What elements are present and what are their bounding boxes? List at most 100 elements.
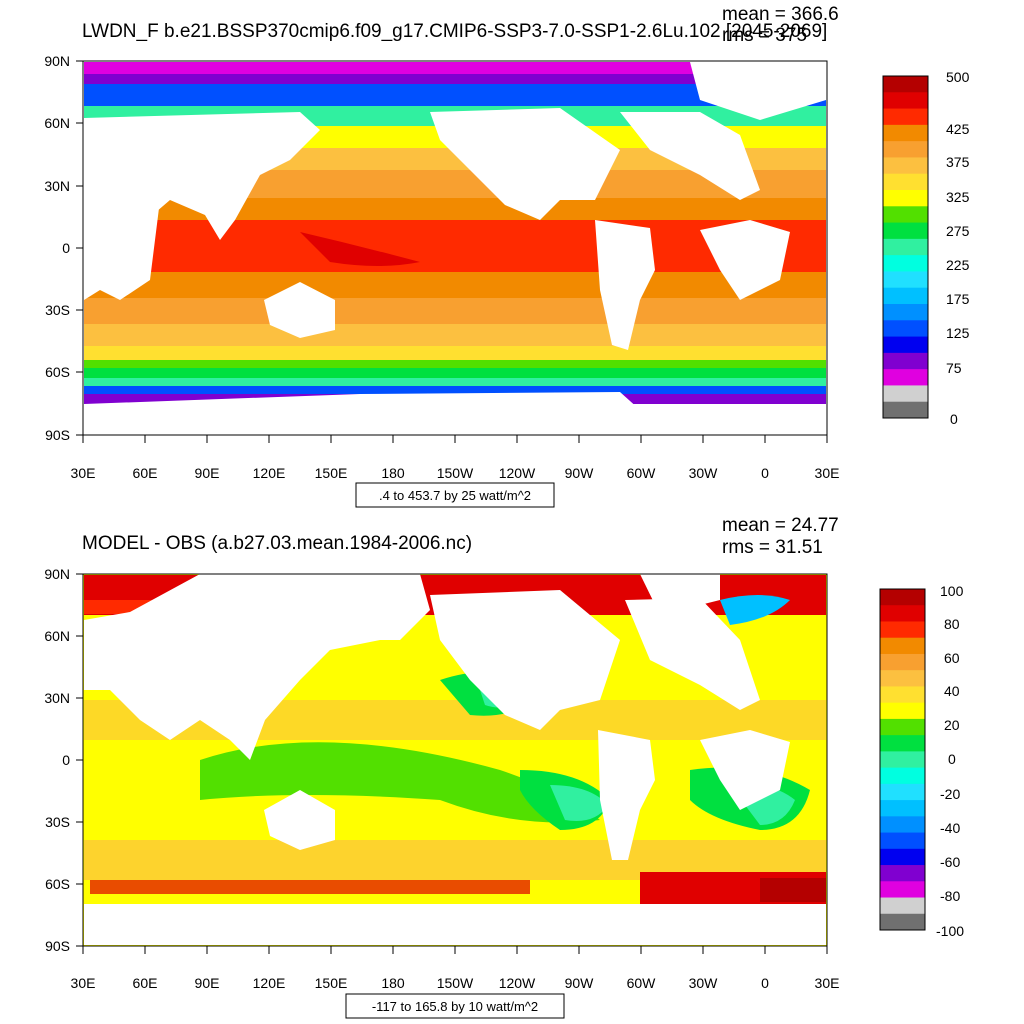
colorbar-swatch [880, 589, 925, 606]
lon-label: 90W [565, 975, 595, 991]
lat-label: 30S [45, 814, 70, 830]
colorbar-swatch [883, 190, 928, 207]
panel-2: MODEL - OBS (a.b27.03.mean.1984-2006.nc)… [44, 515, 964, 1019]
lat-label: 30S [45, 302, 70, 318]
lon-label: 30E [815, 975, 840, 991]
lat-label: 30N [44, 690, 70, 706]
colorbar-swatch [883, 255, 928, 272]
colorbar-swatch [883, 124, 928, 142]
colorbar-label: 225 [946, 257, 970, 273]
colorbar-swatch [880, 637, 925, 655]
lat-label: 60N [44, 628, 70, 644]
colorbar-swatch [883, 320, 928, 338]
panel-2-rms: rms = 31.51 [722, 537, 823, 558]
lat-label: 90S [45, 938, 70, 954]
colorbar-swatch [883, 336, 928, 354]
panel-1-lon-labels: 30E 60E 90E 120E 150E 180 150W 120W 90W … [71, 435, 840, 481]
colorbar-swatch [880, 767, 925, 785]
lon-label: 180 [381, 465, 405, 481]
colorbar-label: 75 [946, 360, 962, 376]
panel-2-range: -117 to 165.8 by 10 watt/m^2 [372, 999, 538, 1014]
panel-1-mean: mean = 366.6 [722, 4, 839, 25]
colorbar-swatch [883, 173, 928, 191]
colorbar-swatch [883, 238, 928, 256]
colorbar-swatch [883, 222, 928, 240]
lon-label: 180 [381, 975, 405, 991]
colorbar-label: 60 [944, 650, 960, 666]
lat-label: 60S [45, 364, 70, 380]
colorbar-label: 40 [944, 683, 960, 699]
panel-2-mean: mean = 24.77 [722, 515, 839, 536]
colorbar-swatch [880, 897, 925, 915]
lon-label: 60W [627, 465, 657, 481]
lon-label: 90E [195, 975, 220, 991]
lon-label: 60E [133, 975, 158, 991]
colorbar-swatch [880, 702, 925, 720]
colorbar-swatch [883, 157, 928, 175]
colorbar-swatch [883, 304, 928, 321]
colorbar-label: 0 [948, 751, 956, 767]
colorbar-swatch [883, 141, 928, 158]
colorbar-label: 325 [946, 189, 970, 205]
panel-2-map [82, 573, 828, 947]
panel-2-title: MODEL - OBS (a.b27.03.mean.1984-2006.nc) [82, 533, 472, 554]
lon-label: 30E [815, 465, 840, 481]
lon-label: 120W [499, 975, 536, 991]
lon-label: 0 [761, 975, 769, 991]
lon-label: 30W [689, 975, 719, 991]
colorbar-swatch [883, 76, 928, 93]
panel-1-map [82, 60, 828, 436]
colorbar-label: -100 [936, 923, 964, 939]
colorbar-label: -40 [940, 820, 960, 836]
colorbar-swatch [880, 832, 925, 850]
colorbar-swatch [883, 385, 928, 403]
lat-label: 0 [62, 240, 70, 256]
panel-2-range-box: -117 to 165.8 by 10 watt/m^2 [345, 993, 565, 1019]
colorbar-swatch [880, 848, 925, 866]
colorbar-label: 20 [944, 717, 960, 733]
colorbar-label: 80 [944, 616, 960, 632]
colorbar-label: 425 [946, 121, 970, 137]
lat-label: 90S [45, 427, 70, 443]
colorbar-swatch [880, 783, 925, 801]
colorbar-swatch [880, 718, 925, 736]
colorbar-swatch [883, 206, 928, 224]
lat-label: 90N [44, 53, 70, 69]
colorbar-swatch [880, 621, 925, 639]
lon-label: 90E [195, 465, 220, 481]
colorbar-swatch [883, 352, 928, 370]
colorbar-label: 275 [946, 223, 970, 239]
colorbar-swatch [880, 881, 925, 899]
colorbar-swatch [880, 800, 925, 817]
colorbar-label: 500 [946, 69, 970, 85]
lon-label: 30E [71, 975, 96, 991]
lon-label: 150E [315, 975, 348, 991]
panel-2-colorbar: 100 80 60 40 20 0 -20 -40 -60 -80 -100 [879, 583, 964, 939]
lon-label: 120W [499, 465, 536, 481]
panel-1-title: LWDN_F b.e21.BSSP370cmip6.f09_g17.CMIP6-… [82, 21, 827, 42]
panel-1: LWDN_F b.e21.BSSP370cmip6.f09_g17.CMIP6-… [44, 4, 970, 508]
colorbar-swatch [880, 735, 925, 752]
lon-label: 30W [689, 465, 719, 481]
colorbar-label: 175 [946, 291, 970, 307]
colorbar-swatch [880, 816, 925, 834]
colorbar-swatch [880, 605, 925, 622]
colorbar-border [879, 588, 926, 931]
lon-label: 30E [71, 465, 96, 481]
colorbar-label: -80 [940, 888, 960, 904]
lon-label: 90W [565, 465, 595, 481]
panel-2-lon-labels: 30E 60E 90E 120E 150E 180 150W 120W 90W … [71, 946, 840, 991]
colorbar-swatch [880, 670, 925, 687]
colorbar-label: -60 [940, 854, 960, 870]
panel-1-range-box: .4 to 453.7 by 25 watt/m^2 [355, 482, 555, 508]
colorbar-label: 0 [950, 411, 958, 427]
lon-label: 150W [437, 975, 474, 991]
colorbar-swatch [883, 369, 928, 386]
panel-1-range: .4 to 453.7 by 25 watt/m^2 [379, 488, 531, 503]
lon-label: 60W [627, 975, 657, 991]
panel-1-colorbar: 500 425 375 325 275 225 175 125 75 0 [882, 69, 970, 427]
lat-label: 0 [62, 752, 70, 768]
panel-1-rms: rms = 375 [722, 25, 807, 46]
lon-label: 0 [761, 465, 769, 481]
colorbar-label: 100 [940, 583, 964, 599]
